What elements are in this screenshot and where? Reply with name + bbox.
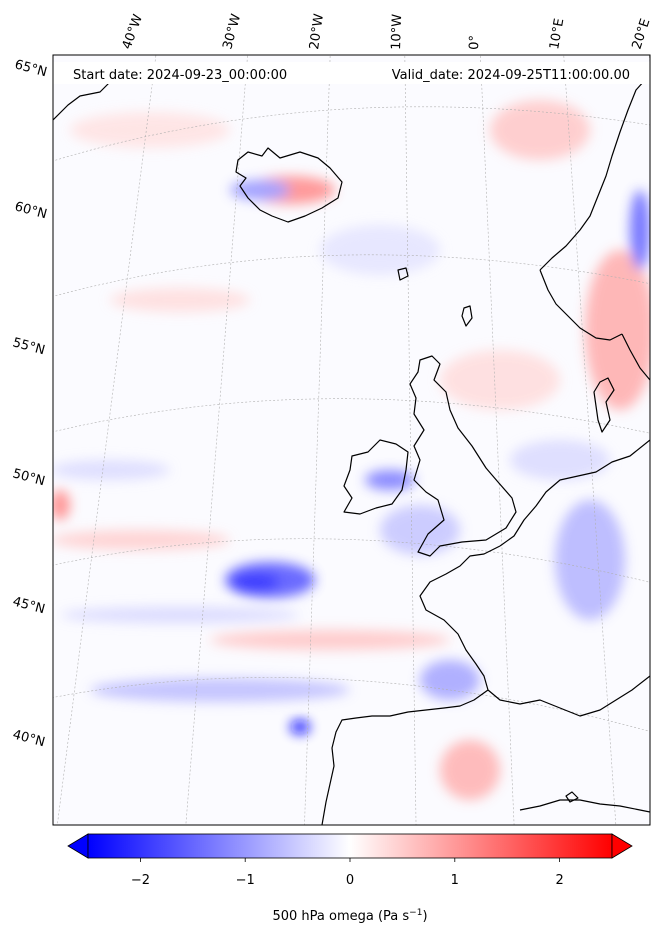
gridline-lon-20w [304, 55, 331, 825]
graticule [53, 55, 650, 825]
coast-great-britain [409, 355, 517, 557]
lon-label: 20°W [307, 13, 327, 51]
gridline-lon-40w [56, 55, 157, 825]
lat-label: 60°N [13, 199, 49, 222]
lat-label: 45°N [11, 594, 47, 617]
coast-denmark [593, 377, 615, 433]
longitude-labels: 40°W 30°W 20°W 10°W 0° 10°E 20°E [120, 12, 654, 51]
colorbar-tick-label: 1 [451, 873, 459, 888]
gridline-lat-45n [53, 538, 650, 583]
gridline-lat-55n [53, 254, 650, 297]
coast-norway [539, 74, 650, 341]
lat-label: 50°N [11, 466, 47, 489]
colorbar-tick-label: −2 [131, 873, 150, 888]
gridline-lon-10e [563, 55, 617, 825]
map-panel: Start date: 2024-09-23_00:00:00 Valid_da… [53, 55, 650, 825]
valid-date-label: Valid_date: 2024-09-25T11:00:00.00 [392, 68, 630, 83]
colorbar-extend-high [611, 833, 633, 859]
lon-label: 40°W [120, 12, 146, 51]
coast-med-south [519, 799, 650, 813]
coast-balearic [565, 791, 579, 803]
gridline-lon-10w [404, 55, 417, 825]
coast-france [419, 545, 501, 691]
coast-ireland [343, 439, 409, 515]
omega-field [53, 100, 650, 800]
lat-label: 65°N [13, 57, 49, 80]
lon-label: 30°W [220, 12, 244, 51]
coast-iberia [321, 689, 489, 825]
coast-iceland [235, 147, 343, 223]
start-date-label: Start date: 2024-09-23_00:00:00 [73, 68, 287, 83]
header-background [53, 62, 650, 84]
colorbar-extend-low [67, 833, 89, 859]
gridline-lon-0 [480, 55, 515, 825]
colorbar-label: 500 hPa omega (Pa s−1) [272, 908, 427, 924]
colorbar-tick-label: −1 [236, 873, 255, 888]
gridline-lon-30w [185, 55, 248, 825]
gridline-lat-60n [53, 106, 650, 162]
lon-label: 10°W [389, 14, 405, 51]
coast-continent-north [499, 439, 650, 547]
lat-label: 55°N [11, 335, 47, 358]
lat-label: 40°N [11, 727, 47, 750]
lon-label: 20°E [630, 17, 654, 51]
latitude-labels: 65°N 60°N 55°N 50°N 45°N 40°N [11, 57, 49, 750]
colorbar-tick-label: 0 [346, 873, 354, 888]
colorbar-ticks: −2 −1 0 1 2 [131, 858, 564, 888]
colorbar: −2 −1 0 1 2 500 hPa omega (Pa s−1) [67, 833, 633, 924]
coast-faroe [397, 267, 409, 281]
lon-label: 10°E [547, 17, 567, 50]
coast-shetland [461, 305, 473, 327]
colorbar-tick-label: 2 [555, 873, 563, 888]
header: Start date: 2024-09-23_00:00:00 Valid_da… [53, 62, 650, 84]
coast-sweden [621, 333, 650, 381]
colorbar-body [87, 833, 613, 859]
coastlines [53, 71, 650, 825]
lon-label: 0° [467, 35, 483, 50]
map-frame [52, 54, 651, 826]
gridline-lat-50n [53, 398, 650, 434]
coast-mediterranean [487, 675, 650, 717]
